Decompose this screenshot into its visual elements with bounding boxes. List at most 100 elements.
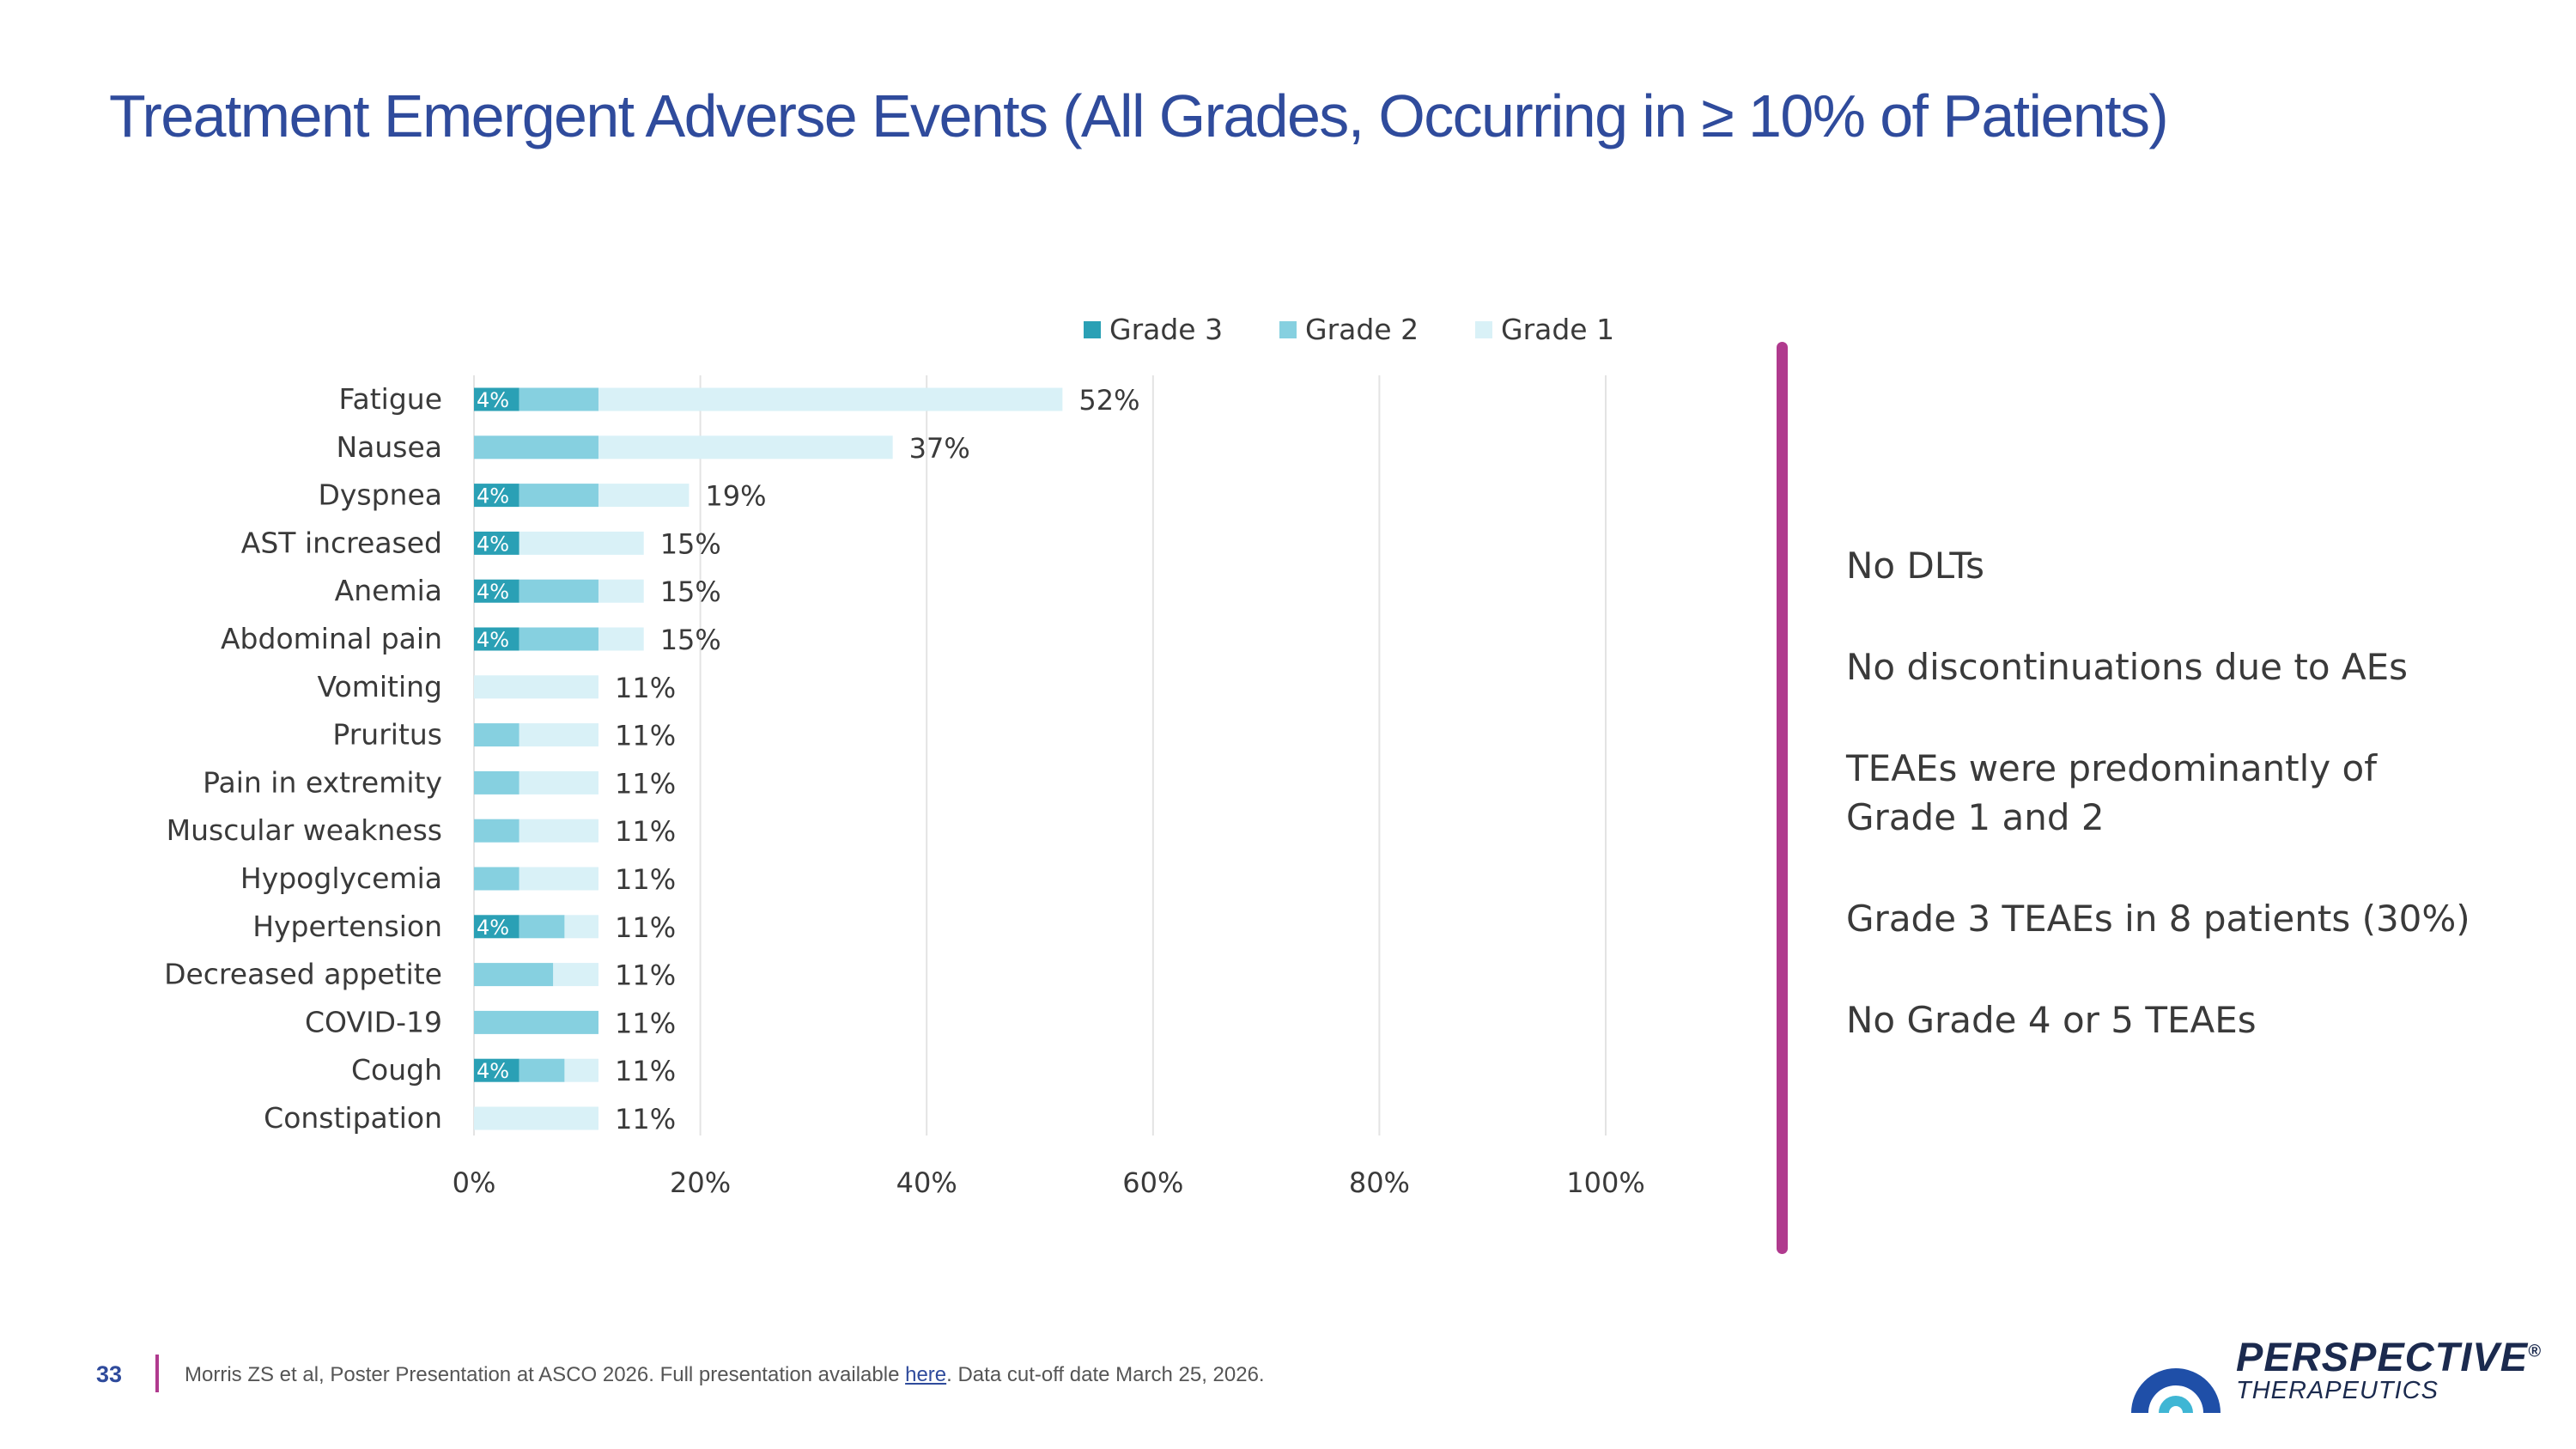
category-label: Pruritus	[332, 718, 442, 752]
category-label: Hypoglycemia	[240, 861, 442, 895]
bar-segment	[519, 387, 598, 411]
page-title: Treatment Emergent Adverse Events (All G…	[109, 82, 2169, 149]
segment-label: 4%	[477, 580, 509, 604]
x-tick-label: 100%	[1566, 1166, 1644, 1199]
legend-label: Grade 1	[1501, 313, 1614, 346]
total-label: 11%	[615, 767, 676, 800]
segment-label: 4%	[477, 628, 509, 652]
total-label: 11%	[615, 863, 676, 896]
category-label: Muscular weakness	[167, 813, 442, 847]
total-label: 11%	[615, 815, 676, 848]
category-label: Abdominal pain	[221, 622, 442, 655]
bar-segment	[474, 915, 519, 939]
presentation-link[interactable]: here	[905, 1363, 947, 1386]
bar-segment	[474, 531, 519, 555]
legend-label: Grade 2	[1305, 313, 1419, 346]
bar-segment	[564, 915, 598, 939]
bar-segment	[474, 579, 519, 603]
category-label: Anemia	[335, 574, 442, 607]
logo-mark-icon	[2131, 1368, 2221, 1413]
bar-segment	[474, 819, 519, 843]
total-label: 19%	[705, 480, 766, 513]
x-tick-label: 20%	[670, 1166, 731, 1199]
x-tick-label: 0%	[453, 1166, 496, 1199]
bar-segment	[474, 675, 598, 699]
segment-label: 4%	[477, 1059, 509, 1083]
bar-segment	[474, 723, 519, 747]
bar-segment	[474, 1106, 598, 1130]
logo-subtitle: THERAPEUTICS	[2236, 1377, 2439, 1404]
total-label: 11%	[615, 1055, 676, 1087]
legend-swatch	[1475, 321, 1492, 338]
category-label: Hypertension	[252, 910, 442, 943]
note-item: Grade 3 TEAEs in 8 patients (30%)	[1846, 898, 2470, 940]
bar-segment	[474, 963, 554, 987]
bar-segment	[519, 484, 598, 508]
key-points: No DLTs No discontinuations due to AEs T…	[1846, 541, 2533, 1097]
bar-segment	[598, 435, 893, 460]
segment-label: 4%	[477, 484, 509, 508]
bar-segment	[474, 1010, 598, 1034]
category-label: Fatigue	[339, 382, 442, 416]
tea-bar-chart: 0% 20% 40% 60% 80% 100% Fatigue 4% 52% Nausea 37% D…	[164, 313, 1645, 1199]
bar-segment	[474, 387, 519, 411]
total-label: 11%	[615, 911, 676, 944]
total-label: 15%	[660, 575, 721, 608]
legend: Grade 3 Grade 2 Grade 1	[1084, 313, 1614, 346]
bars	[474, 387, 1063, 1130]
total-label: 52%	[1078, 384, 1139, 417]
total-label: 15%	[660, 527, 721, 560]
page-number: 33	[96, 1361, 123, 1387]
total-label: 15%	[660, 624, 721, 656]
bar-segment	[519, 819, 598, 843]
legend-swatch	[1279, 321, 1297, 338]
footer-reference: Morris ZS et al, Poster Presentation at …	[185, 1363, 1265, 1387]
category-label: COVID-19	[305, 1005, 442, 1038]
category-label: Vomiting	[318, 670, 443, 703]
bar-segment	[474, 435, 598, 460]
bar-segment	[553, 963, 598, 987]
total-label: 11%	[615, 672, 676, 704]
segment-label: 4%	[477, 532, 509, 556]
bar-segment	[564, 1058, 598, 1082]
bar-segment	[519, 915, 565, 939]
registered-mark: ®	[2528, 1342, 2542, 1361]
bar-segment	[598, 484, 690, 508]
company-logo	[2131, 1368, 2221, 1413]
bar-segment	[519, 531, 644, 555]
bar-segment	[519, 1058, 565, 1082]
x-tick-label: 40%	[896, 1166, 957, 1199]
category-label: Decreased appetite	[164, 958, 442, 991]
reference-text: Morris ZS et al, Poster Presentation at …	[185, 1363, 906, 1386]
total-label: 37%	[909, 432, 970, 465]
reference-text-end: . Data cut-off date March 25, 2026.	[946, 1363, 1265, 1386]
total-label: 11%	[615, 1103, 676, 1135]
category-label: Dyspnea	[318, 478, 442, 512]
bar-segment	[474, 484, 519, 508]
section-divider	[1777, 342, 1788, 1254]
total-label: 11%	[615, 1007, 676, 1039]
note-item: No Grade 4 or 5 TEAEs	[1846, 999, 2257, 1041]
segment-label: 4%	[477, 388, 509, 412]
category-label: Pain in extremity	[203, 765, 442, 799]
total-label: 11%	[615, 720, 676, 752]
labels: 0% 20% 40% 60% 80% 100% Fatigue 4% 52% Nausea 37% D…	[164, 382, 1645, 1199]
x-tick-label: 60%	[1122, 1166, 1183, 1199]
segment-label: 4%	[477, 916, 509, 940]
bar-segment	[519, 627, 598, 651]
bar-segment	[598, 627, 644, 651]
bar-segment	[474, 867, 519, 891]
category-label: Nausea	[336, 430, 442, 464]
category-label: Constipation	[264, 1101, 442, 1135]
bar-segment	[519, 579, 598, 603]
legend-label: Grade 3	[1109, 313, 1223, 346]
bar-segment	[519, 867, 598, 891]
note-item: TEAEs were predominantly of Grade 1 and …	[1846, 747, 2378, 838]
logo-name: PERSPECTIVE®	[2236, 1333, 2542, 1380]
bar-segment	[474, 627, 519, 651]
total-label: 11%	[615, 959, 676, 992]
bar-segment	[598, 387, 1063, 411]
legend-swatch	[1084, 321, 1101, 338]
logo-mark-inner-icon	[2159, 1396, 2193, 1413]
category-label: Cough	[351, 1053, 442, 1087]
